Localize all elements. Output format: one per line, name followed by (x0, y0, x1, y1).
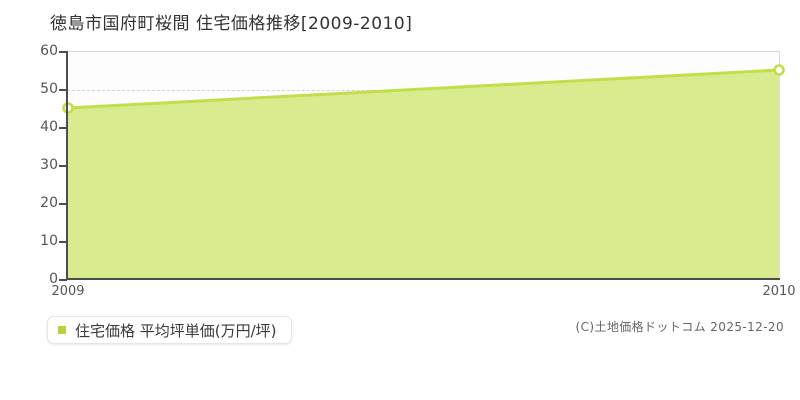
y-axis-line (66, 51, 68, 280)
legend-label: 住宅価格 平均坪単価(万円/坪) (75, 321, 277, 340)
y-axis-tick-label: 60 (40, 43, 58, 59)
y-axis-tick-label: 50 (40, 81, 58, 97)
chart-title: 徳島市国府町桜間 住宅価格推移[2009-2010] (50, 14, 413, 34)
y-tick-mark (59, 89, 67, 91)
gridline (67, 128, 779, 129)
plot-area (67, 51, 780, 279)
y-tick-mark (59, 279, 67, 281)
x-axis-tick-label: 2010 (762, 284, 796, 299)
x-axis-tick-label: 2009 (51, 284, 85, 299)
gridline (67, 242, 779, 243)
copyright-credit: (C)土地価格ドットコム 2025-12-20 (575, 320, 784, 334)
gridline (67, 204, 779, 205)
y-axis-tick-label: 30 (40, 157, 58, 173)
y-tick-mark (59, 241, 67, 243)
x-axis-line (66, 278, 780, 280)
gridline (67, 166, 779, 167)
legend-color-swatch (58, 326, 66, 334)
y-tick-mark (59, 203, 67, 205)
y-axis-tick-label: 40 (40, 119, 58, 135)
y-axis-tick-label: 10 (40, 233, 58, 249)
gridline (67, 90, 779, 91)
y-axis-tick-label: 20 (40, 195, 58, 211)
y-axis-tick-label: 0 (49, 271, 58, 287)
y-tick-mark (59, 51, 67, 53)
y-tick-mark (59, 165, 67, 167)
y-tick-mark (59, 127, 67, 129)
chart-legend[interactable]: 住宅価格 平均坪単価(万円/坪) (47, 316, 292, 344)
